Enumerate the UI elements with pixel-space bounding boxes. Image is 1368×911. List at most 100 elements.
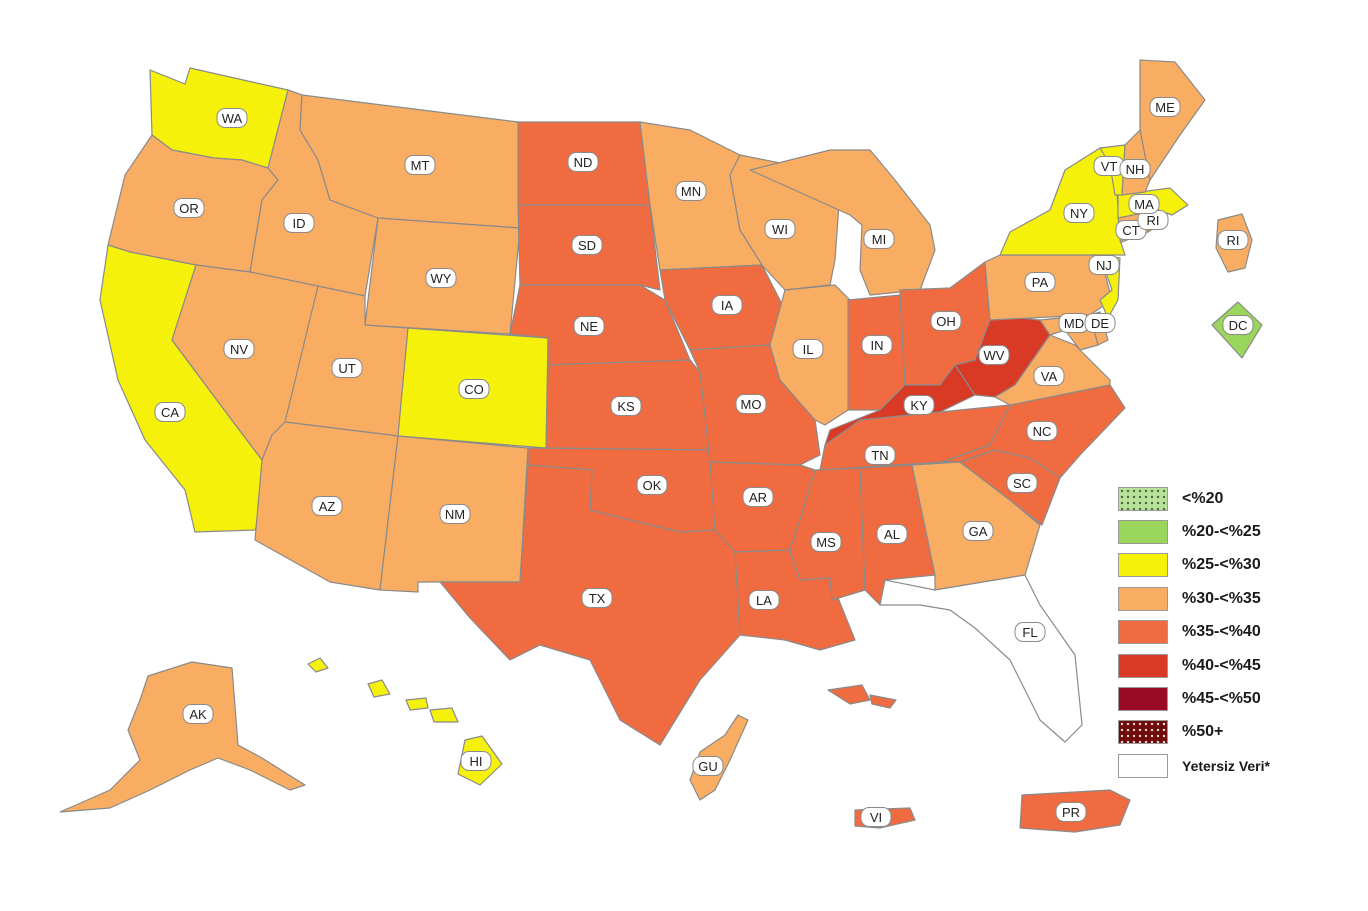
state-abbr-text: CT	[1122, 223, 1139, 238]
state-label-box	[1014, 622, 1046, 642]
state-label-box	[978, 345, 1010, 365]
state-label-ar: AR	[742, 487, 774, 507]
state-label-il: IL	[792, 339, 824, 359]
legend-swatch	[1118, 520, 1168, 545]
state-label-box	[748, 590, 780, 610]
state-abbr-text: AR	[749, 490, 767, 505]
state-abbr-text: AK	[189, 707, 207, 722]
state-label-box	[692, 756, 724, 776]
state-label-box	[173, 198, 205, 218]
state-label-nm: NM	[439, 504, 471, 524]
legend-label: %40-<%45	[1182, 656, 1261, 674]
state-shape-hi-1[interactable]	[307, 657, 329, 673]
state-shape-hi-2[interactable]	[367, 679, 391, 698]
state-label-ia: IA	[711, 295, 743, 315]
state-abbr-text: WA	[222, 111, 243, 126]
state-shape-hi-4[interactable]	[429, 707, 459, 723]
state-abbr-text: MD	[1064, 316, 1084, 331]
legend-item: %40-<%45	[1118, 649, 1358, 682]
state-abbr-text: TN	[871, 448, 888, 463]
legend-label: %35-<%40	[1182, 623, 1261, 641]
legend-label: %30-<%35	[1182, 589, 1261, 607]
state-shape-hi-3[interactable]	[405, 697, 429, 711]
state-label-box	[860, 807, 892, 827]
state-abbr-text: KY	[910, 398, 928, 413]
state-abbr-text: CA	[161, 405, 179, 420]
state-label-sd: SD	[571, 235, 603, 255]
state-abbr-text: GA	[969, 524, 988, 539]
state-abbr-text: RI	[1147, 213, 1160, 228]
legend-swatch	[1118, 753, 1168, 778]
state-label-oh: OH	[930, 311, 962, 331]
state-abbr-text: SD	[578, 238, 596, 253]
state-label-box	[439, 504, 471, 524]
legend-swatch	[1118, 653, 1168, 678]
state-abbr-text: DE	[1091, 316, 1109, 331]
state-label-box	[764, 219, 796, 239]
state-shape-mi[interactable]	[749, 149, 936, 296]
state-abbr-text: AL	[884, 527, 900, 542]
state-abbr-text: MA	[1134, 197, 1154, 212]
state-label-box	[1006, 473, 1038, 493]
state-label-box	[1024, 272, 1056, 292]
state-label-box	[404, 155, 436, 175]
state-label-box	[903, 395, 935, 415]
state-label-ak: AK	[182, 704, 214, 724]
state-shape-fl[interactable]	[879, 574, 1083, 743]
state-label-box	[1222, 315, 1254, 335]
state-abbr-text: NJ	[1096, 258, 1112, 273]
state-abbr-text: NC	[1033, 424, 1052, 439]
state-label-hi: HI	[460, 751, 492, 771]
state-label-wv: WV	[978, 345, 1010, 365]
state-abbr-text: PA	[1032, 275, 1049, 290]
state-label-ga: GA	[962, 521, 994, 541]
state-label-mt: MT	[404, 155, 436, 175]
state-label-pa: PA	[1024, 272, 1056, 292]
legend-item: %30-<%35	[1118, 582, 1358, 615]
state-label-ca: CA	[154, 402, 186, 422]
state-abbr-text: MS	[816, 535, 836, 550]
state-label-box	[1063, 203, 1095, 223]
state-shape-me[interactable]	[1139, 59, 1206, 181]
state-label-box	[1149, 97, 1181, 117]
legend-label: %45-<%50	[1182, 690, 1261, 708]
state-label-tx: TX	[581, 588, 613, 608]
legend-swatch	[1118, 553, 1168, 578]
state-abbr-text: NV	[230, 342, 248, 357]
state-label-nv: NV	[223, 339, 255, 359]
state-label-box	[1026, 421, 1058, 441]
state-label-box	[1217, 230, 1249, 250]
state-label-tn: TN	[864, 445, 896, 465]
legend-label: Yetersiz Veri*	[1182, 757, 1270, 774]
state-label-ny: NY	[1063, 203, 1095, 223]
state-abbr-text: PR	[1062, 805, 1080, 820]
legend-item: %50+	[1118, 716, 1358, 749]
state-label-ri-inset: RI	[1217, 230, 1249, 250]
state-label-box	[962, 521, 994, 541]
state-label-box	[792, 339, 824, 359]
state-label-az: AZ	[311, 496, 343, 516]
state-abbr-text: VT	[1101, 159, 1118, 174]
state-abbr-text: SC	[1013, 476, 1031, 491]
state-label-ok: OK	[636, 475, 668, 495]
state-label-box	[567, 152, 599, 172]
state-abbr-text: WY	[431, 271, 452, 286]
state-label-box	[876, 524, 908, 544]
state-abbr-text: VI	[870, 810, 882, 825]
state-label-va: VA	[1033, 366, 1065, 386]
state-label-box	[1033, 366, 1065, 386]
state-label-ms: MS	[810, 532, 842, 552]
state-abbr-text: ND	[574, 155, 593, 170]
state-abbr-text: KS	[617, 399, 635, 414]
state-label-box	[283, 213, 315, 233]
state-label-box	[1128, 194, 1160, 214]
state-abbr-text: MO	[741, 397, 762, 412]
state-abbr-text: NY	[1070, 206, 1088, 221]
state-label-box	[311, 496, 343, 516]
state-label-al: AL	[876, 524, 908, 544]
state-label-ks: KS	[610, 396, 642, 416]
state-label-box	[864, 445, 896, 465]
state-shape-ak[interactable]	[59, 661, 306, 813]
state-label-box	[1088, 255, 1120, 275]
